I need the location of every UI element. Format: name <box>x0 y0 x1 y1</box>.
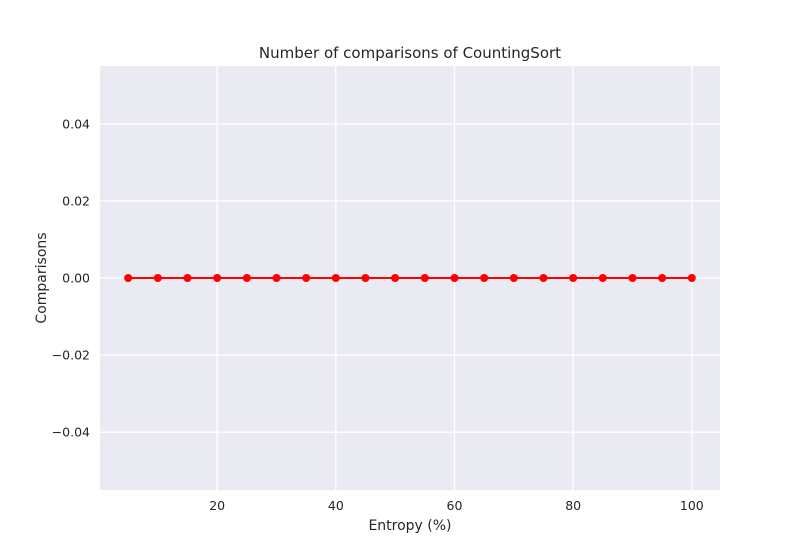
y-tick-label: −0.04 <box>52 425 90 440</box>
data-point <box>302 274 311 282</box>
data-point <box>509 274 518 282</box>
x-tick-label: 100 <box>680 498 704 513</box>
data-point <box>450 274 459 282</box>
data-point <box>331 274 340 282</box>
data-point <box>242 274 251 282</box>
data-point <box>361 274 370 282</box>
x-tick-label: 20 <box>209 498 225 513</box>
y-axis-label: Comparisons <box>34 232 50 323</box>
data-point <box>420 274 429 282</box>
data-point <box>213 274 222 282</box>
x-tick-label: 80 <box>565 498 581 513</box>
data-point <box>153 274 162 282</box>
data-point <box>391 274 400 282</box>
data-point <box>539 274 548 282</box>
data-point <box>658 274 667 282</box>
data-point <box>598 274 607 282</box>
data-point <box>124 274 133 282</box>
x-tick-label: 60 <box>447 498 463 513</box>
chart-title: Number of comparisons of CountingSort <box>259 44 561 62</box>
x-tick-label: 40 <box>328 498 344 513</box>
data-point <box>628 274 637 282</box>
data-point <box>687 274 696 282</box>
data-point <box>183 274 192 282</box>
x-axis-label: Entropy (%) <box>368 518 451 534</box>
y-axis-ticks: −0.04 −0.02 0.00 0.02 0.04 <box>52 116 90 439</box>
y-tick-label: −0.02 <box>52 348 90 363</box>
data-point <box>569 274 578 282</box>
data-point <box>272 274 281 282</box>
x-axis-ticks: 20 40 60 80 100 <box>209 498 704 513</box>
y-tick-label: 0.04 <box>62 116 90 131</box>
y-tick-label: 0.00 <box>62 271 90 286</box>
data-point <box>480 274 489 282</box>
y-tick-label: 0.02 <box>62 193 90 208</box>
data-series <box>124 274 696 282</box>
